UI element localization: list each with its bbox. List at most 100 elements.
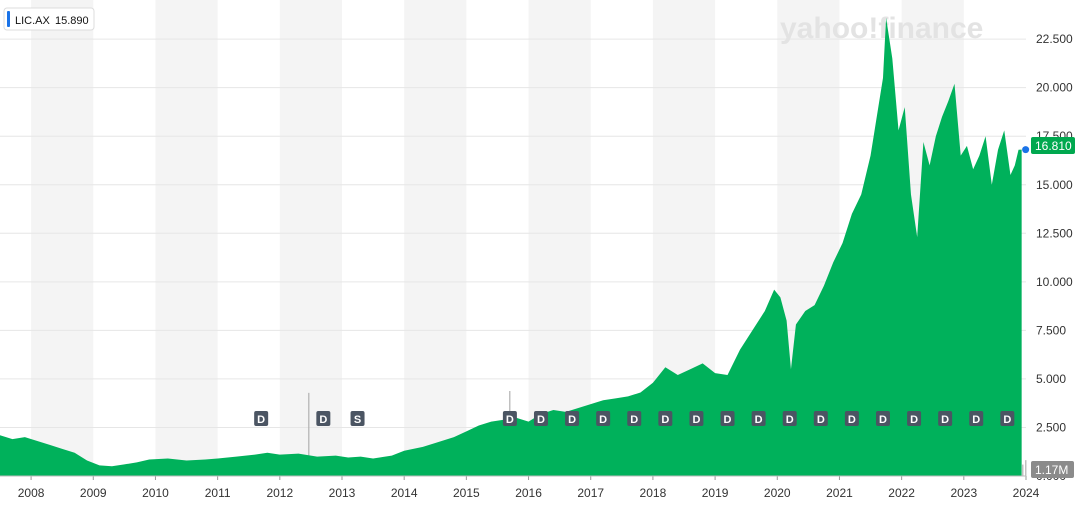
symbol-name: LIC.AX xyxy=(15,15,51,27)
last-price-text: 16.810 xyxy=(1035,139,1072,153)
event-marker-bg xyxy=(658,411,673,426)
year-band xyxy=(404,0,467,476)
year-band xyxy=(155,0,218,476)
event-marker-label: D xyxy=(661,414,669,426)
symbol-legend[interactable]: LIC.AX 15.890 xyxy=(3,7,95,31)
event-marker-label: D xyxy=(941,414,949,426)
event-marker-bg xyxy=(782,411,797,426)
event-marker-label: D xyxy=(599,414,607,426)
event-marker-label: D xyxy=(786,414,794,426)
event-marker[interactable]: D xyxy=(1000,411,1015,426)
event-marker-bg xyxy=(907,411,922,426)
event-marker-bg xyxy=(533,411,548,426)
event-marker[interactable]: D xyxy=(565,411,580,426)
volume-badge-bg xyxy=(1031,461,1074,478)
event-marker[interactable]: D xyxy=(502,411,517,426)
event-marker-label: D xyxy=(506,414,514,426)
year-band xyxy=(279,0,342,476)
event-marker-bg xyxy=(689,411,704,426)
event-marker-label: D xyxy=(910,414,918,426)
event-marker[interactable]: D xyxy=(658,411,673,426)
event-marker[interactable]: D xyxy=(875,411,890,426)
event-marker[interactable]: D xyxy=(751,411,766,426)
event-marker[interactable]: S xyxy=(350,411,365,426)
event-marker-bg xyxy=(875,411,890,426)
y-axis: 22.50020.00017.50015.00012.50010.0007.50… xyxy=(1036,32,1073,483)
volume-badge: 1.17M xyxy=(1031,461,1074,478)
event-marker-bg xyxy=(627,411,642,426)
symbol-accent-bar xyxy=(7,11,10,27)
event-marker-bg xyxy=(1000,411,1015,426)
event-marker-label: D xyxy=(537,414,545,426)
x-tick-label: 2023 xyxy=(950,486,977,500)
event-marker-bg xyxy=(502,411,517,426)
event-marker-bg xyxy=(254,411,269,426)
last-price-badge-bg xyxy=(1031,137,1075,154)
last-price-badge: 16.810 xyxy=(1031,137,1075,154)
x-tick-label: 2013 xyxy=(329,486,356,500)
event-marker[interactable]: D xyxy=(907,411,922,426)
x-tick-label: 2022 xyxy=(888,486,915,500)
event-marker[interactable]: D xyxy=(782,411,797,426)
x-tick-label: 2016 xyxy=(515,486,542,500)
event-marker-label: D xyxy=(568,414,576,426)
event-marker-label: D xyxy=(755,414,763,426)
yahoo-finance-watermark: yahoo!finance xyxy=(780,12,983,45)
x-tick-label: 2019 xyxy=(702,486,729,500)
event-marker[interactable]: D xyxy=(844,411,859,426)
event-marker-bg xyxy=(565,411,580,426)
y-tick-label: 2.500 xyxy=(1036,420,1066,434)
y-tick-label: 12.500 xyxy=(1036,226,1073,240)
volume-bar xyxy=(308,392,310,476)
event-marker-label: D xyxy=(630,414,638,426)
x-tick-label: 2009 xyxy=(80,486,107,500)
event-marker-label: D xyxy=(879,414,887,426)
x-tick-label: 2010 xyxy=(142,486,169,500)
event-marker-bg xyxy=(813,411,828,426)
event-marker-bg xyxy=(938,411,953,426)
x-tick-label: 2018 xyxy=(640,486,667,500)
y-tick-label: 15.000 xyxy=(1036,178,1073,192)
event-marker-bg xyxy=(844,411,859,426)
last-price-dot xyxy=(1022,146,1030,154)
event-marker-label: D xyxy=(724,414,732,426)
event-marker-label: D xyxy=(1003,414,1011,426)
event-marker[interactable]: D xyxy=(596,411,611,426)
x-tick-label: 2011 xyxy=(205,486,231,500)
event-marker-bg xyxy=(596,411,611,426)
x-tick-label: 2012 xyxy=(266,486,293,500)
symbol-legend-box xyxy=(3,7,95,31)
symbol-value: 15.890 xyxy=(55,15,89,27)
y-tick-label: 20.000 xyxy=(1036,81,1073,95)
y-tick-label: 7.500 xyxy=(1036,323,1066,337)
event-marker-bg xyxy=(751,411,766,426)
event-marker-label: D xyxy=(319,414,327,426)
x-tick-label: 2021 xyxy=(826,486,853,500)
event-marker[interactable]: D xyxy=(938,411,953,426)
event-marker-label: D xyxy=(817,414,825,426)
event-marker[interactable]: D xyxy=(533,411,548,426)
volume-text: 1.17M xyxy=(1035,463,1068,477)
price-area[interactable] xyxy=(0,17,1022,477)
x-tick-label: 2020 xyxy=(764,486,791,500)
x-tick-label: 2008 xyxy=(18,486,45,500)
event-marker-label: D xyxy=(972,414,980,426)
y-tick-label: 5.000 xyxy=(1036,372,1066,386)
event-marker-bg xyxy=(969,411,984,426)
event-marker[interactable]: D xyxy=(689,411,704,426)
volume-bar xyxy=(1025,460,1027,476)
x-tick-label: 2017 xyxy=(577,486,604,500)
event-marker[interactable]: D xyxy=(969,411,984,426)
event-marker[interactable]: D xyxy=(627,411,642,426)
year-band xyxy=(528,0,591,476)
event-marker[interactable]: D xyxy=(316,411,331,426)
event-marker[interactable]: D xyxy=(254,411,269,426)
x-axis: 2008 2009 2010 2011 2012 2013 2014 2015 2016 2017… xyxy=(0,475,1040,500)
event-marker[interactable]: D xyxy=(720,411,735,426)
event-marker[interactable]: D xyxy=(813,411,828,426)
event-marker-label: D xyxy=(692,414,700,426)
x-tick-label: 2014 xyxy=(391,486,418,500)
